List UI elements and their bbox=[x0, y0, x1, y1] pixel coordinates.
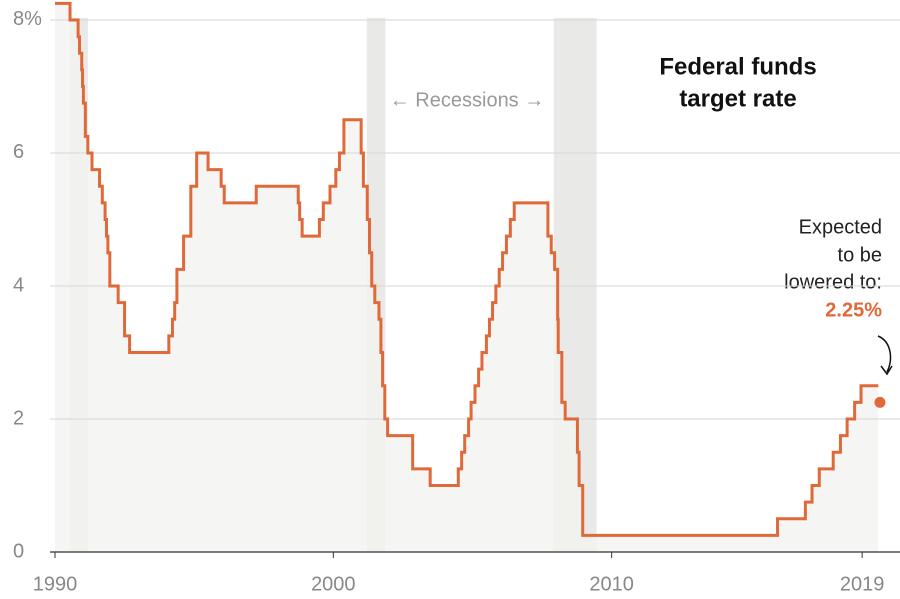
area-fill bbox=[55, 3, 879, 552]
recession-label: ← Recessions → bbox=[390, 89, 545, 111]
y-tick-label: 8% bbox=[13, 8, 42, 30]
chart-title: Federal funds bbox=[659, 53, 816, 80]
y-tick-label: 4 bbox=[13, 274, 24, 296]
annotation-arrow bbox=[877, 335, 892, 373]
annotation: Expected bbox=[799, 216, 882, 238]
annotation: lowered to: bbox=[784, 271, 882, 293]
data-label: 2.25% bbox=[825, 299, 882, 321]
y-tick-label: 0 bbox=[13, 540, 24, 562]
annotation: to be bbox=[838, 244, 882, 266]
x-tick-label: 2010 bbox=[589, 573, 634, 595]
x-tick-label: 2000 bbox=[311, 573, 356, 595]
annotation-arrowhead bbox=[880, 365, 893, 376]
y-tick-label: 6 bbox=[13, 141, 24, 163]
rate-line bbox=[55, 1, 879, 537]
expected-point bbox=[874, 396, 886, 408]
y-tick-label: 2 bbox=[13, 407, 24, 429]
chart-title: target rate bbox=[679, 85, 796, 112]
x-tick-label: 2019 bbox=[840, 573, 885, 595]
x-tick-label: 1990 bbox=[33, 573, 78, 595]
